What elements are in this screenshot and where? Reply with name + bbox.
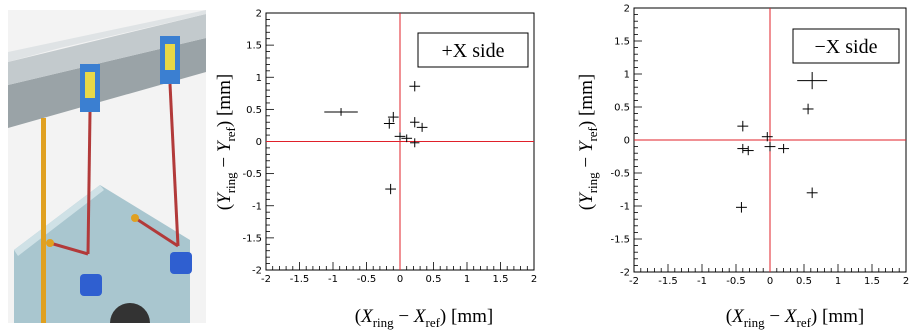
y-tick-label: 2 — [624, 4, 630, 15]
x-tick-label: 1 — [464, 274, 470, 285]
x-tick-label: 1 — [835, 276, 841, 287]
legend-label: −X side — [815, 36, 878, 58]
data-point — [387, 111, 399, 123]
chart-plus-x-side: -2 -1.5 -1 -0.5 0 0.5 1 1.5 2 -2 -1.5 -1 -0.5 0 0.5 1 1… — [214, 9, 537, 331]
x-tick-label: -1.5 — [290, 274, 310, 285]
y-tick-label: 2 — [256, 9, 262, 20]
legend-box — [792, 28, 900, 64]
data-point — [797, 72, 828, 90]
y-tick-label: 1.5 — [614, 37, 630, 48]
y-tick-label: 1 — [624, 70, 630, 81]
x-tick-label: -1.5 — [658, 276, 678, 287]
y-tick-label: 0.5 — [614, 103, 630, 114]
data-point — [737, 143, 749, 154]
x-tick-label: -2 — [261, 274, 271, 285]
hook-right — [170, 252, 192, 274]
y-tick-label: -1 — [620, 202, 630, 213]
data-point — [737, 120, 749, 132]
y-tick-label: -0.5 — [610, 169, 630, 180]
data-point — [736, 202, 747, 213]
x-tick-label: 2 — [531, 274, 537, 285]
chart-minus-x-side: -2 -1.5 -1 -0.5 0 0.5 1 1.5 2 -2 -1.5 -1 -0.5 0 0.5 1 1… — [576, 4, 909, 331]
y-tick-label: 0 — [256, 137, 262, 148]
reference-lines — [266, 13, 534, 270]
data-points — [324, 81, 428, 195]
x-tick-label: 2 — [903, 276, 909, 287]
data-point — [324, 108, 358, 116]
data-point — [410, 117, 420, 128]
x-tick-label: -0.5 — [726, 276, 746, 287]
data-point — [385, 183, 396, 195]
legend-label: +X side — [442, 40, 505, 62]
x-tick-label: 0.5 — [796, 276, 812, 287]
y-tick-label: -2 — [620, 268, 630, 279]
data-point — [383, 118, 395, 129]
y-tick-label: -0.5 — [242, 169, 262, 180]
x-tick-label: -2 — [629, 276, 639, 287]
y-tick-label: -1 — [252, 201, 262, 212]
data-point — [778, 143, 790, 154]
wire-left — [86, 111, 92, 255]
wire-right — [168, 83, 180, 247]
data-point — [802, 103, 814, 115]
y-tick-label: -2 — [252, 266, 262, 277]
reference-lines — [634, 8, 906, 272]
data-point — [416, 122, 428, 132]
x-tick-label: -1 — [697, 276, 707, 287]
x-tick-label: 0 — [397, 274, 403, 285]
x-tick-label: 1.5 — [493, 274, 509, 285]
y-axis-title: (Yring − Yref) [mm] — [576, 74, 600, 210]
data-point — [410, 138, 420, 148]
x-tick-label: 1.5 — [864, 276, 880, 287]
axis-ticks — [633, 7, 907, 273]
y-axis-title: (Yring − Yref) [mm] — [214, 74, 238, 210]
y-tick-label: -1.5 — [242, 233, 262, 244]
data-point — [761, 132, 773, 142]
y-tick-label: 1.5 — [246, 41, 262, 52]
data-point — [764, 141, 776, 152]
x-tick-label: 0 — [767, 276, 773, 287]
data-point — [401, 134, 413, 143]
data-points — [736, 72, 828, 213]
legend-box — [417, 32, 529, 68]
x-tick-label: -0.5 — [357, 274, 377, 285]
beam — [8, 38, 206, 128]
data-point — [394, 132, 406, 141]
y-tick-labels: -2 -1.5 -1 -0.5 0 0.5 1 1.5 2 — [242, 9, 262, 277]
y-tick-label: -1.5 — [610, 235, 630, 246]
x-tick-label: 0.5 — [426, 274, 442, 285]
x-tick-labels: -2 -1.5 -1 -0.5 0 0.5 1 1.5 2 — [261, 274, 537, 285]
axis-ticks — [265, 12, 535, 271]
x-axis-title: (Xring − Xref) [mm] — [726, 306, 864, 330]
y-tick-labels: -2 -1.5 -1 -0.5 0 0.5 1 1.5 2 — [610, 4, 630, 279]
beam-top — [8, 14, 206, 85]
data-point — [409, 81, 421, 92]
y-tick-label: 0 — [624, 136, 630, 147]
x-tick-label: -1 — [328, 274, 338, 285]
data-point — [742, 145, 754, 156]
x-axis-title: (Xring − Xref) [mm] — [355, 306, 493, 330]
data-point — [806, 187, 818, 199]
y-tick-label: 0.5 — [246, 105, 262, 116]
pendulum-mount-render — [8, 10, 206, 323]
y-tick-label: 1 — [256, 73, 262, 84]
x-tick-labels: -2 -1.5 -1 -0.5 0 0.5 1 1.5 2 — [629, 276, 909, 287]
hook-left — [80, 274, 102, 296]
gold-rod — [41, 118, 46, 323]
